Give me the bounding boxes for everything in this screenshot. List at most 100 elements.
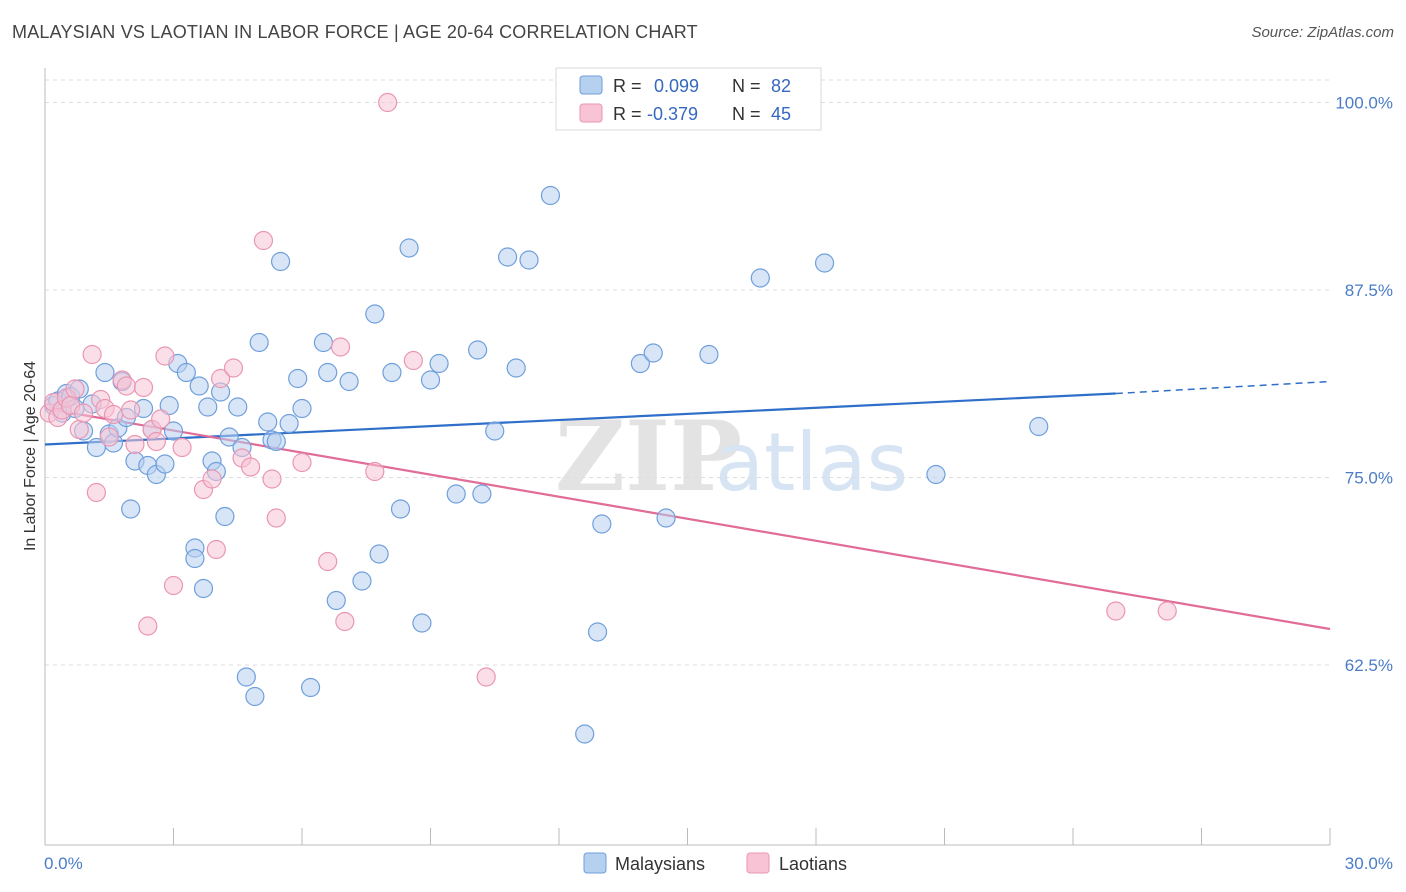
laotian-point-14 [103, 404, 124, 425]
laotian-point-43 [403, 350, 423, 371]
malaysian-point-28 [185, 548, 205, 569]
laotian-point-29 [206, 539, 226, 560]
laotian-point-44 [476, 667, 496, 687]
malaysian-point-48 [292, 398, 312, 419]
legend-r-label-laotians: R = [613, 104, 642, 124]
malaysian-point-16 [121, 499, 141, 519]
laotian-point-6 [65, 379, 85, 399]
malaysian-point-65 [472, 484, 492, 504]
malaysian-point-78 [926, 464, 946, 485]
malaysian-point-55 [365, 304, 385, 324]
laotian-point-46 [1157, 601, 1177, 621]
malaysian-point-26 [176, 362, 196, 383]
laotian-point-13 [99, 427, 119, 447]
malaysian-point-56 [369, 544, 389, 564]
laotian-point-9 [82, 344, 102, 365]
laotian-point-38 [318, 551, 338, 572]
malaysian-trend-extension [1115, 380, 1331, 395]
malaysian-point-36 [219, 427, 239, 447]
malaysian-point-57 [382, 362, 402, 383]
laotian-point-16 [116, 376, 136, 396]
laotian-point-35 [262, 469, 282, 489]
laotian-point-23 [151, 409, 171, 429]
malaysian-point-30 [193, 578, 214, 599]
legend-n-value-laotians: 45 [771, 104, 791, 124]
watermark-atlas: atlas [715, 416, 908, 509]
laotian-point-41 [365, 461, 385, 482]
bottom-legend-swatch-laotians [746, 852, 770, 874]
malaysian-point-37 [228, 397, 248, 417]
watermark: ZIP atlas [555, 400, 908, 513]
malaysian-point-68 [506, 358, 526, 378]
laotian-point-28 [202, 469, 222, 489]
laotian-point-31 [223, 358, 244, 378]
laotian-point-45 [1106, 601, 1126, 621]
malaysian-point-75 [699, 344, 719, 365]
malaysian-point-58 [390, 499, 411, 519]
malaysian-point-40 [245, 686, 265, 707]
y-tick-label-3: 100.0% [1335, 94, 1393, 113]
malaysian-point-64 [468, 340, 488, 360]
laotian-point-42 [378, 92, 398, 113]
malaysian-point-66 [485, 421, 505, 441]
malaysian-point-39 [236, 667, 256, 687]
malaysian-point-29 [189, 376, 209, 396]
legend-r-value-malaysians: 0.099 [654, 76, 699, 96]
malaysian-point-67 [498, 247, 518, 267]
stats-legend: R = 0.099 N = 82 R = -0.379 N = 45 [555, 67, 822, 131]
malaysian-point-46 [279, 413, 299, 434]
laotian-point-40 [335, 611, 355, 632]
legend-n-label-malaysians: N = [732, 76, 761, 96]
malaysian-point-49 [300, 677, 321, 698]
malaysian-point-59 [399, 238, 419, 258]
laotian-point-7 [69, 419, 89, 440]
malaysian-point-52 [326, 590, 346, 611]
malaysian-point-53 [339, 371, 359, 392]
malaysian-point-61 [420, 370, 441, 390]
legend-swatch-laotians [579, 103, 603, 123]
laotian-point-10 [86, 482, 107, 503]
legend-n-label-laotians: N = [732, 104, 761, 124]
malaysian-point-62 [429, 353, 449, 374]
laotian-point-25 [163, 575, 184, 596]
series-legend: Malaysians Laotians [583, 852, 847, 874]
malaysian-point-72 [630, 353, 650, 374]
malaysian-point-69 [519, 250, 539, 270]
axes [44, 68, 1331, 846]
laotian-point-24 [155, 346, 175, 366]
malaysian-point-44 [266, 431, 286, 452]
bottom-legend-label-malaysians: Malaysians [615, 854, 705, 874]
malaysian-point-35 [215, 506, 235, 527]
malaysian-point-76 [750, 268, 770, 288]
malaysian-point-71 [592, 514, 612, 534]
laotian-point-30 [211, 368, 231, 389]
laotian-point-19 [133, 377, 154, 398]
malaysian-point-50 [313, 332, 334, 353]
malaysian-point-47 [288, 368, 308, 389]
laotian-point-8 [73, 403, 94, 423]
laotian-point-39 [330, 337, 351, 357]
legend-r-value-laotians: -0.379 [647, 104, 698, 124]
y-tick-labels: 62.5% 75.0% 87.5% 100.0% [1335, 94, 1393, 676]
laotian-point-26 [172, 437, 192, 458]
legend-r-label-malaysians: R = [613, 76, 642, 96]
malaysian-point-54 [352, 571, 372, 591]
laotian-point-33 [241, 457, 261, 477]
malaysian-point-77 [814, 253, 835, 273]
malaysian-point-63 [446, 484, 466, 504]
malaysian-point-23 [159, 395, 179, 416]
malaysian-point-10 [95, 362, 115, 383]
x-tick-label-1: 30.0% [1345, 854, 1393, 873]
malaysian-point-80 [587, 622, 608, 642]
laotian-point-20 [138, 616, 158, 636]
y-axis-label: In Labor Force | Age 20-64 [22, 361, 39, 551]
malaysian-point-81 [575, 724, 595, 744]
malaysian-point-45 [270, 251, 291, 272]
legend-n-value-malaysians: 82 [771, 76, 791, 96]
y-tick-label-0: 62.5% [1345, 656, 1393, 675]
bottom-legend-swatch-malaysians [583, 852, 607, 874]
malaysian-point-22 [155, 454, 175, 474]
y-tick-label-1: 75.0% [1345, 469, 1393, 488]
laotian-point-22 [146, 431, 166, 452]
